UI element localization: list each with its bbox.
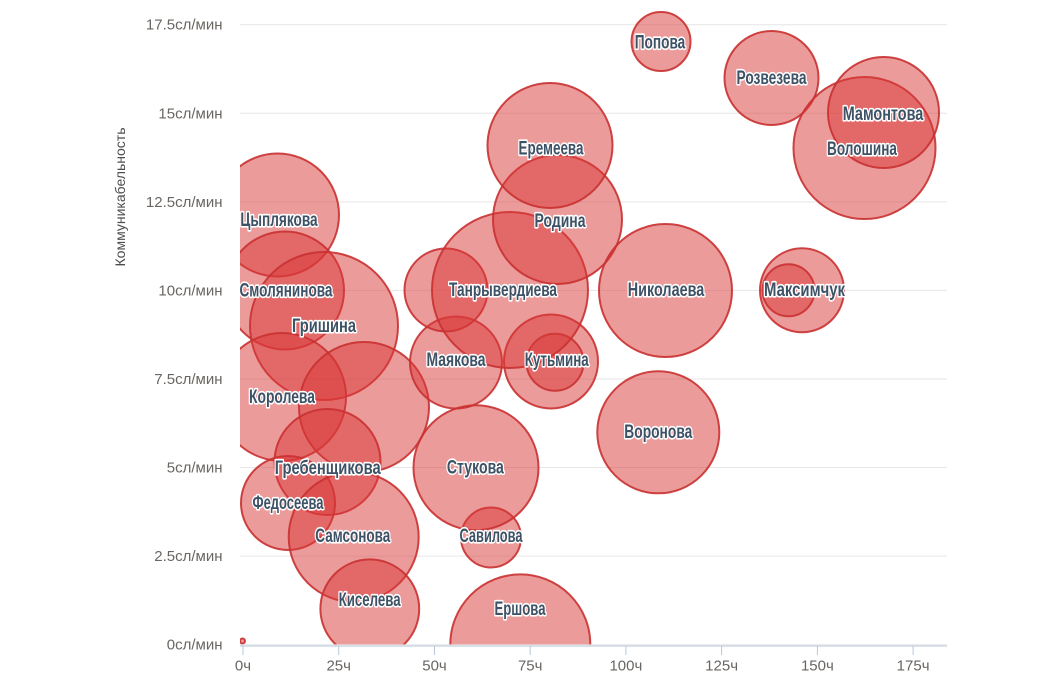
svg-text:Самсонова: Самсонова: [315, 526, 390, 547]
svg-text:10сл/мин: 10сл/мин: [158, 282, 222, 299]
svg-text:Ершова: Ершова: [495, 599, 546, 620]
svg-text:12.5сл/мин: 12.5сл/мин: [146, 194, 223, 211]
svg-text:Гришина: Гришина: [292, 316, 356, 337]
svg-text:50ч: 50ч: [422, 658, 447, 675]
svg-text:150ч: 150ч: [801, 658, 834, 675]
svg-text:25ч: 25ч: [326, 658, 351, 675]
svg-text:Смолянинова: Смолянинова: [240, 281, 333, 302]
svg-text:Родина: Родина: [535, 211, 586, 232]
svg-text:Цыплякова: Цыплякова: [240, 210, 318, 231]
svg-text:0сл/мин: 0сл/мин: [167, 637, 223, 654]
svg-text:Коммуникабельность: Коммуникабельность: [112, 128, 128, 267]
svg-text:Кутьмина: Кутьмина: [525, 350, 589, 371]
svg-text:Воронова: Воронова: [624, 422, 692, 443]
svg-text:Савилова: Савилова: [460, 526, 523, 547]
svg-text:Стукова: Стукова: [447, 458, 504, 479]
svg-text:125ч: 125ч: [705, 658, 738, 675]
svg-text:7.5сл/мин: 7.5сл/мин: [154, 371, 222, 388]
svg-text:Королева: Королева: [249, 387, 315, 408]
svg-text:75ч: 75ч: [518, 658, 543, 675]
svg-text:Мамонтова: Мамонтова: [843, 104, 924, 125]
svg-text:Максимчук: Максимчук: [764, 280, 845, 301]
svg-text:5сл/мин: 5сл/мин: [167, 460, 223, 477]
svg-text:Попова: Попова: [635, 33, 686, 54]
svg-text:Маякова: Маякова: [427, 350, 486, 371]
svg-text:Еремеева: Еремеева: [519, 139, 584, 160]
svg-text:17.5сл/мин: 17.5сл/мин: [146, 17, 223, 34]
svg-text:Волошина: Волошина: [827, 139, 897, 160]
svg-text:Николаева: Николаева: [628, 280, 705, 301]
svg-text:Розвезева: Розвезева: [737, 68, 807, 89]
svg-text:Гребенщикова: Гребенщикова: [275, 458, 381, 479]
svg-text:2.5сл/мин: 2.5сл/мин: [154, 548, 222, 565]
svg-text:175ч: 175ч: [897, 658, 930, 675]
svg-text:15сл/мин: 15сл/мин: [158, 105, 222, 122]
svg-text:0ч: 0ч: [235, 658, 251, 675]
svg-text:Танрывердиева: Танрывердиева: [449, 280, 557, 301]
svg-text:100ч: 100ч: [609, 658, 642, 675]
svg-text:Федосеева: Федосеева: [253, 493, 324, 514]
svg-text:Киселева: Киселева: [339, 590, 401, 611]
